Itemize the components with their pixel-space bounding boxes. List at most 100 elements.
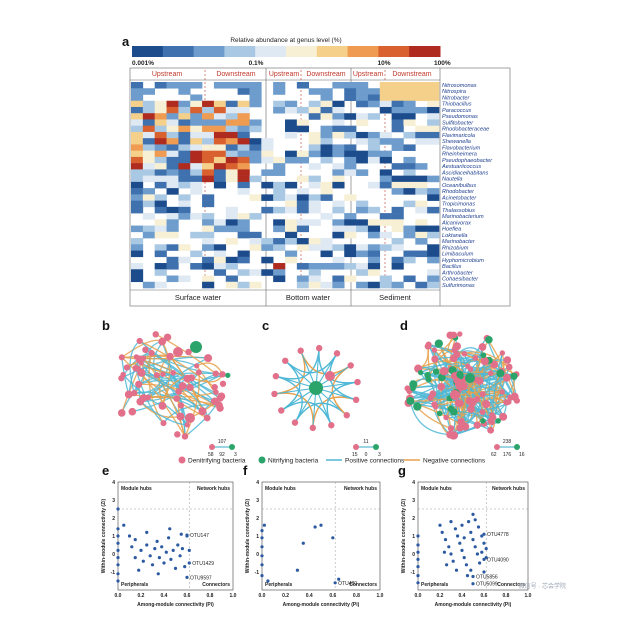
heatmap-cell [356,269,369,276]
heatmap-cell [166,275,179,283]
network-node [495,418,501,424]
heatmap-cell [142,231,155,239]
heatmap-cell [202,113,215,120]
heatmap-cell [166,244,179,251]
x-tick-label: 0.0 [415,593,422,599]
heatmap-cell [296,238,309,245]
heatmap-cell [403,88,416,95]
heatmap-cell [131,238,144,245]
heatmap-cell [166,163,179,170]
y-tick-label: 2 [256,516,259,522]
heatmap-cell [225,238,238,245]
group-surface-water: Surface water [175,293,222,302]
heatmap-cell [261,169,274,176]
heatmap-cell [249,144,262,151]
heatmap-cell [142,150,155,158]
heatmap-cell [308,200,321,208]
scatter-point [319,523,323,527]
genus-label: Thalassobius [442,208,475,214]
scatter-g: 0.0 0.2 0.4 0.6 0.8 1.0 -1 0 1 2 3 4 Module hubs Netw… [401,480,532,608]
heatmap-cell [154,131,167,139]
heatmap-cell [379,244,392,251]
heatmap-cell [166,175,179,183]
network-edge [121,356,209,379]
network-legend: Denitrifying bacteria Nitrifying bacteri… [178,456,486,465]
quadrant-module-hubs: Module hubs [121,486,152,492]
heatmap-cell [131,82,144,89]
heatmap-cell [296,194,309,201]
heatmap-cell [237,125,250,133]
heatmap-cell [261,256,274,264]
heatmap-cell [320,181,333,189]
x-tick-label: 0.2 [138,593,145,599]
otu-label: OTU4778 [487,532,509,538]
heatmap-cell [320,213,333,220]
heatmap-cell [178,206,191,214]
heatmap-cell [154,169,167,176]
heatmap-cell [403,156,416,164]
heatmap-cell [213,269,227,276]
scatter-point [453,527,457,531]
scatter-point [473,545,477,549]
y-axis-label: Within-module connectivity (Zi) [101,498,107,573]
heatmap-cell [320,113,333,120]
quadrant-module-hubs: Module hubs [265,486,296,492]
network-node [443,414,449,421]
heatmap-cell [296,175,309,183]
scatter-point [416,565,420,569]
scatter-point [156,572,160,576]
network-node [153,372,160,379]
scatter-point [262,523,266,527]
heatmap-cell [356,200,369,208]
net-c-pink-node [353,444,359,450]
network-node [480,418,486,424]
heatmap-cell [225,113,238,120]
heatmap-cell [320,106,333,114]
net-b-pink-node [209,444,215,450]
heatmap-cell [296,156,309,164]
network-node [198,407,207,416]
network-node [174,431,181,438]
network-node [152,331,159,338]
heatmap-cell [427,131,440,139]
scatter-f: 0.0 0.2 0.4 0.6 0.8 1.0 -1 0 1 2 3 4 Module hubs Netw… [245,480,384,608]
heatmap-cell [296,225,309,233]
heatmap-cell [356,250,369,258]
heatmap-cell [190,250,203,258]
network-b-counts: 107 58 92 3 [208,439,237,458]
heatmap-cell [308,144,321,151]
heatmap-cell [249,138,262,145]
heatmap-cell [356,225,369,233]
panel-label-g: g [398,463,406,478]
heatmap-cell [166,263,179,270]
scatter-point [260,563,264,567]
heatmap-cell [202,169,215,176]
group-downstream-bottom: Downstream [306,71,345,78]
heatmap-cell [131,150,144,158]
heatmap-cell [320,88,333,95]
x-axis-label: Among-module connectivity (Pi) [435,602,512,608]
heatmap-cell [190,119,203,126]
scatter-point [116,579,120,583]
heatmap-cell [190,156,203,164]
network-node [476,377,484,385]
scatter-point [462,536,466,540]
scatter-point [456,534,460,538]
heatmap-cell [344,144,357,151]
network-edge [312,396,357,428]
scatter-point [445,563,449,567]
heatmap-cell [379,275,392,283]
scatter-point [301,541,305,545]
heatmap-cell [213,256,227,264]
quadrant-peripherals: Peripherals [265,582,292,588]
heatmap-cell [273,275,286,283]
heatmap-cell [332,100,345,108]
heatmap-cell [403,250,416,258]
heatmap-cell [154,150,167,158]
quadrant-connectors: Connectors [349,582,377,588]
heatmap-cell [237,231,250,239]
scatter-point [187,561,191,565]
heatmap-cell [308,163,321,170]
heatmap-cell [308,263,321,270]
heatmap-cell [367,281,381,289]
